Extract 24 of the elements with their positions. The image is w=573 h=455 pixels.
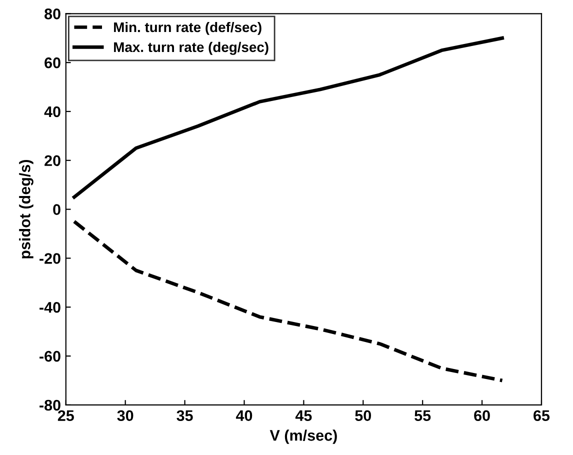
x-axis-title: V (m/sec) [270,430,337,444]
y-tick-label: -60 [40,350,60,362]
y-tick-label: 20 [44,155,60,166]
line-series [72,36,504,199]
y-tick-label: 80 [44,8,60,20]
x-tick-label: 50 [355,410,372,422]
y-tick-label: -80 [40,400,60,411]
line-series [72,220,504,382]
y-tick-label: 60 [44,57,60,68]
x-tick-label: 65 [534,410,550,422]
x-tick-label: 45 [295,410,312,422]
x-tick-label: 35 [176,410,193,422]
x-tick-label: 55 [414,410,431,422]
x-tick-label: 40 [236,410,252,422]
y-tick-label: -20 [40,253,60,264]
y-tick-label: 0 [53,204,60,215]
x-tick-label: 25 [58,410,74,422]
legend-label: Max. turn rate (deg/sec) [114,42,268,55]
y-tick-label: 40 [44,106,60,118]
y-axis-title: psidot (deg/s) [19,160,34,258]
legend-label: Min. turn rate (def/sec) [114,22,262,35]
x-tick-label: 30 [117,410,134,422]
x-tick-label: 60 [474,410,490,422]
y-tick-label: -40 [40,302,60,313]
